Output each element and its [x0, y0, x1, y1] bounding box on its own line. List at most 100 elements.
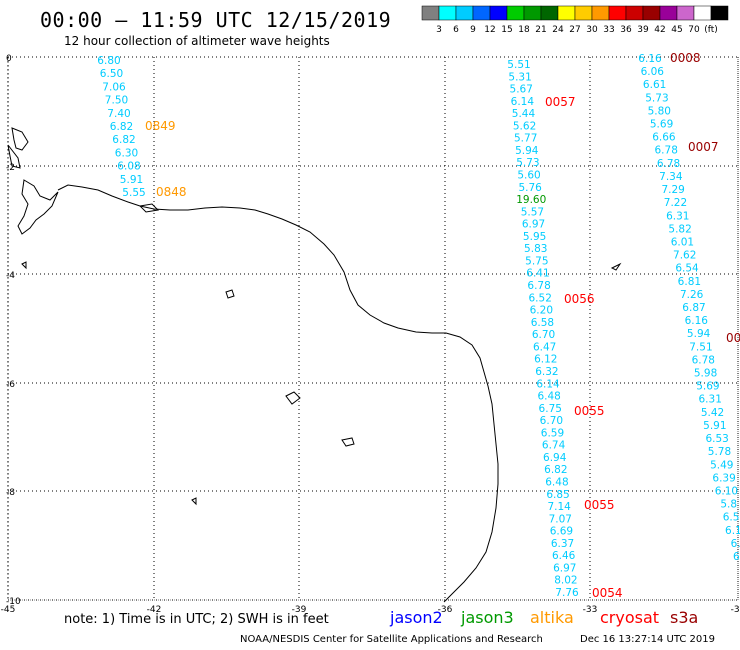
wave-height-value: 5.78 [708, 446, 731, 458]
wave-height-value: 6.47 [533, 341, 556, 353]
wave-height-value: 5.82 [668, 223, 691, 235]
longitude-label: -39 [292, 605, 307, 615]
pass-id-label: 0055 [574, 404, 605, 418]
satellite-cryosat: cryosat [600, 608, 660, 627]
map-subtitle: 12 hour collection of altimeter wave hei… [64, 34, 330, 48]
wave-height-value: 5.94 [515, 145, 539, 157]
wave-height-value: 5.91 [120, 174, 143, 186]
wave-height-value: 6.48 [545, 476, 568, 488]
wave-height-value: 6.78 [657, 158, 680, 170]
scale-label: 36 [620, 25, 632, 35]
wave-height-value: 6.31 [666, 210, 689, 222]
scale-label: 15 [501, 25, 512, 35]
wave-height-value: 6.54 [675, 263, 699, 275]
wave-height-value: 5.67 [510, 84, 533, 96]
wave-height-value: 6.78 [527, 280, 550, 292]
pass-id-label: 0008 [670, 51, 701, 65]
wave-height-value: 6.14 [536, 378, 560, 390]
scale-label: 3 [436, 25, 442, 35]
wave-height-value: 6.69 [550, 526, 573, 538]
wave-height-value: 6.52 [529, 292, 552, 304]
wave-height-value: 6.32 [535, 366, 558, 378]
pass-id-label: 0007 [688, 140, 719, 154]
wave-height-value: 6.78 [692, 354, 715, 366]
wave-height-value: 6.30 [115, 147, 138, 159]
wave-height-value: 5.98 [694, 368, 717, 380]
pass-id-label: 0055 [584, 498, 615, 512]
wave-height-value: 6.58 [531, 317, 554, 329]
wave-height-value: 6.20 [530, 305, 553, 317]
map-frame [7, 56, 739, 601]
wave-height-value: 6.82 [112, 134, 135, 146]
wave-height-value: 5.60 [517, 170, 540, 182]
timestamp-text: Dec 16 13:27:14 UTC 2019 [580, 634, 715, 645]
pass-id-label: 0057 [545, 95, 576, 109]
longitude-label: -45 [1, 605, 16, 615]
wave-height-value: 5.73 [516, 157, 539, 169]
wave-height-value: 6. [733, 551, 740, 563]
wave-height-value: 5.69 [696, 381, 719, 393]
wave-height-value: 6.31 [699, 394, 722, 406]
scale-label: 9 [470, 25, 476, 35]
wave-height-value: 6.70 [532, 329, 555, 341]
latitude-label: -10 [6, 597, 21, 607]
coastline-path [57, 184, 499, 603]
wave-height-value: 6.16 [638, 53, 662, 65]
wave-height-value: 5.31 [508, 71, 531, 83]
wave-height-value: 5.94 [687, 328, 711, 340]
wave-height-value: 6.97 [522, 219, 545, 231]
scale-label: 45 [671, 25, 682, 35]
scale-label: (ft) [704, 25, 718, 35]
scale-swatch [710, 5, 729, 21]
wave-height-value: 6.87 [682, 302, 705, 314]
wave-height-value: 6.10 [715, 485, 738, 497]
islet-2 [285, 391, 301, 405]
wave-height-value: 6.59 [541, 427, 564, 439]
credit-text: NOAA/NESDIS Center for Satellite Applica… [240, 634, 543, 645]
scale-label: 12 [484, 25, 495, 35]
wave-height-value: 6.08 [117, 161, 140, 173]
wave-height-value: 7.76 [555, 587, 579, 599]
wave-height-value: 6.14 [511, 96, 535, 108]
wave-height-value: 7.22 [664, 197, 687, 209]
wave-height-value: 7.34 [659, 171, 683, 183]
latitude-label: -8 [6, 488, 15, 498]
longitude-label: -33 [583, 605, 598, 615]
pass-id-label: 0056 [564, 292, 595, 306]
coastline [7, 127, 622, 603]
scale-label: 42 [654, 25, 665, 35]
wave-height-value: 6.94 [543, 452, 567, 464]
wave-height-value: 6.75 [539, 403, 562, 415]
wave-height-value: 6.85 [546, 489, 569, 501]
wave-height-value: 7.62 [673, 250, 696, 262]
pass-id-label: 00 [726, 331, 740, 345]
scale-label: 24 [552, 25, 564, 35]
wave-height-value: 5.51 [507, 59, 530, 71]
islet-3 [341, 437, 355, 447]
scale-label: 70 [688, 25, 700, 35]
scale-label: 6 [453, 25, 459, 35]
map-title: 00:00 – 11:59 UTC 12/15/2019 [40, 8, 392, 32]
pass-id-label: 0849 [145, 119, 176, 133]
wave-height-value: 5.75 [525, 255, 548, 267]
axis-labels: -45 -42 -39 -36 -33 -30 0 -2 -4 -6 -8 -10 [1, 54, 740, 615]
wave-height-value: 7.50 [105, 95, 128, 107]
scale-label: 39 [637, 25, 649, 35]
wave-height-value: 5.62 [513, 120, 536, 132]
wave-height-value: 8.02 [554, 575, 577, 587]
wave-height-value: 6.39 [712, 472, 735, 484]
wave-height-value: 6.81 [678, 276, 701, 288]
longitude-label: -36 [438, 605, 453, 615]
wave-height-value: 5.91 [703, 420, 726, 432]
color-scale-legend: 3 6 9 12 15 18 21 24 27 30 33 36 39 42 45 70 (ft) [421, 5, 729, 35]
wave-height-value: 6.06 [641, 66, 665, 78]
island-marajo [7, 127, 29, 169]
wave-height-value: 5.69 [650, 119, 673, 131]
wave-height-value: 6.16 [685, 315, 709, 327]
wave-height-value: 6.97 [553, 562, 576, 574]
longitude-label: -30 [731, 605, 740, 615]
amazon-delta [17, 179, 59, 235]
wave-height-value: 7.40 [107, 108, 130, 120]
satellite-altika: altika [530, 608, 574, 627]
wave-height-value: 5.49 [710, 459, 733, 471]
